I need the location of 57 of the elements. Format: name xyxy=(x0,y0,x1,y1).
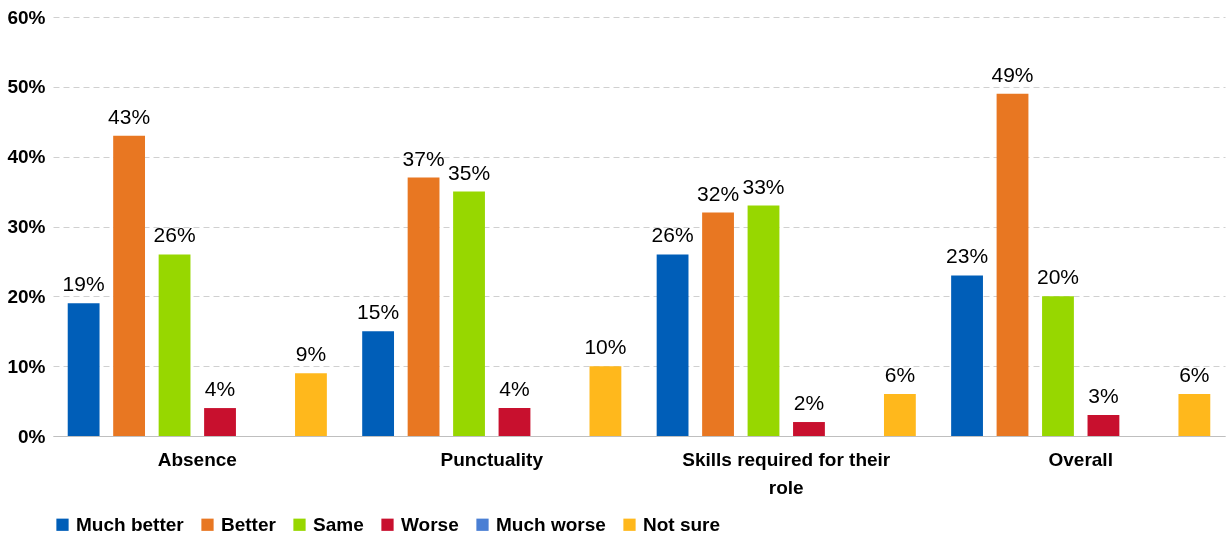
y-tick-label: 10% xyxy=(7,355,46,377)
data-label: 19% xyxy=(62,272,105,296)
legend-label: Not sure xyxy=(643,513,721,535)
bar xyxy=(656,254,689,436)
bar xyxy=(996,93,1029,436)
bar xyxy=(204,408,236,436)
data-label: 43% xyxy=(108,104,151,128)
data-label: 4% xyxy=(204,377,236,401)
data-label: 9% xyxy=(295,342,327,366)
x-tick-label: Overall xyxy=(1048,448,1113,470)
y-tick-label: 30% xyxy=(7,216,46,237)
bar xyxy=(407,177,440,436)
bar xyxy=(1042,296,1074,436)
bar xyxy=(453,191,485,436)
legend-label: Much better xyxy=(76,513,185,535)
data-label: 32% xyxy=(697,181,740,205)
data-label: 26% xyxy=(153,223,196,247)
data-label: 2% xyxy=(793,391,825,415)
bar xyxy=(67,303,100,436)
data-label: 33% xyxy=(742,174,785,198)
bar xyxy=(1087,415,1120,436)
legend-label: Worse xyxy=(401,513,459,535)
bar xyxy=(362,331,395,436)
x-tick-label: Absence xyxy=(157,448,237,470)
bar xyxy=(883,394,916,436)
legend-label: Much worse xyxy=(496,513,606,535)
x-tick-label: Punctuality xyxy=(440,448,544,470)
bar xyxy=(747,205,780,436)
y-tick-label: 60% xyxy=(7,6,46,28)
bar xyxy=(951,275,983,436)
y-tick-label: 0% xyxy=(18,425,46,447)
bar xyxy=(1178,394,1211,436)
data-label: 49% xyxy=(991,62,1034,86)
data-label: 4% xyxy=(499,377,530,401)
bar xyxy=(295,373,327,436)
y-tick-label: 40% xyxy=(7,146,46,168)
data-label: 26% xyxy=(651,223,694,247)
data-label: 37% xyxy=(402,146,445,170)
y-tick-label: 50% xyxy=(7,76,46,98)
y-tick-label: 20% xyxy=(7,285,46,307)
legend-label: Better xyxy=(221,513,277,535)
bar xyxy=(793,422,825,436)
bar xyxy=(113,135,146,436)
data-label: 6% xyxy=(884,363,916,387)
data-label: 20% xyxy=(1036,265,1079,289)
bar xyxy=(702,212,734,436)
data-label: 23% xyxy=(946,244,989,268)
x-tick-label: Skills required for their role xyxy=(682,448,891,498)
data-label: 35% xyxy=(448,160,491,184)
data-label: 15% xyxy=(357,300,400,324)
bar xyxy=(589,366,622,436)
data-label: 3% xyxy=(1088,384,1119,408)
bar xyxy=(158,254,191,436)
data-label: 6% xyxy=(1179,363,1210,387)
legend-label: Same xyxy=(313,513,364,535)
bar xyxy=(498,408,531,436)
data-label: 10% xyxy=(584,335,627,359)
